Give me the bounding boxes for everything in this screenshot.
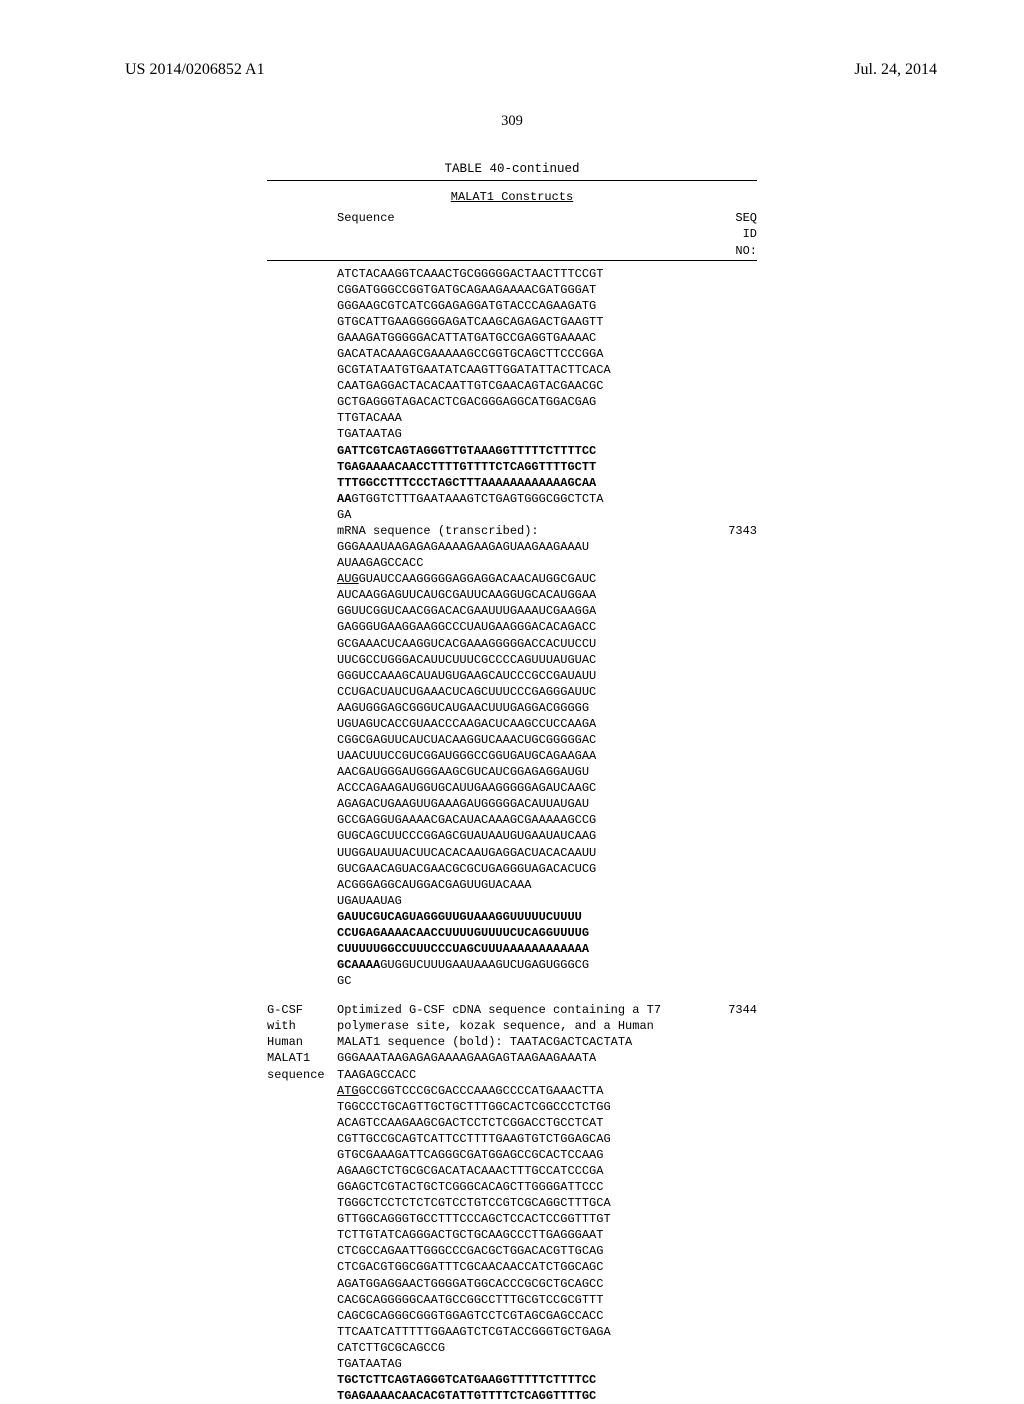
table-title: TABLE 40-continued bbox=[267, 160, 757, 179]
sequence-block-3: G-CSFwithHumanMALAT1sequence Optimized G… bbox=[267, 1002, 757, 1404]
seq-id-7344: 7344 bbox=[712, 1002, 757, 1404]
top-rule bbox=[267, 180, 757, 181]
patent-date: Jul. 24, 2014 bbox=[854, 61, 937, 79]
seq-col-header: Sequence bbox=[337, 210, 712, 259]
patent-number: US 2014/0206852 A1 bbox=[125, 61, 265, 79]
seqid-col-header: SEQIDNO: bbox=[712, 210, 757, 259]
seq-id-7343: 7343 bbox=[712, 523, 757, 989]
table-content: TABLE 40-continued MALAT1 Constructs Seq… bbox=[267, 160, 757, 1404]
sequence-block-1: ATCTACAAGGTCAAACTGCGGGGGACTAACTTTCCGT CG… bbox=[267, 266, 757, 523]
page-number: 309 bbox=[501, 113, 523, 130]
sequence-block-2: mRNA sequence (transcribed): GGGAAAUAAGA… bbox=[267, 523, 757, 989]
column-headers: Sequence SEQIDNO: bbox=[267, 210, 757, 259]
table-subtitle: MALAT1 Constructs bbox=[267, 190, 757, 204]
header-rule bbox=[267, 260, 757, 261]
